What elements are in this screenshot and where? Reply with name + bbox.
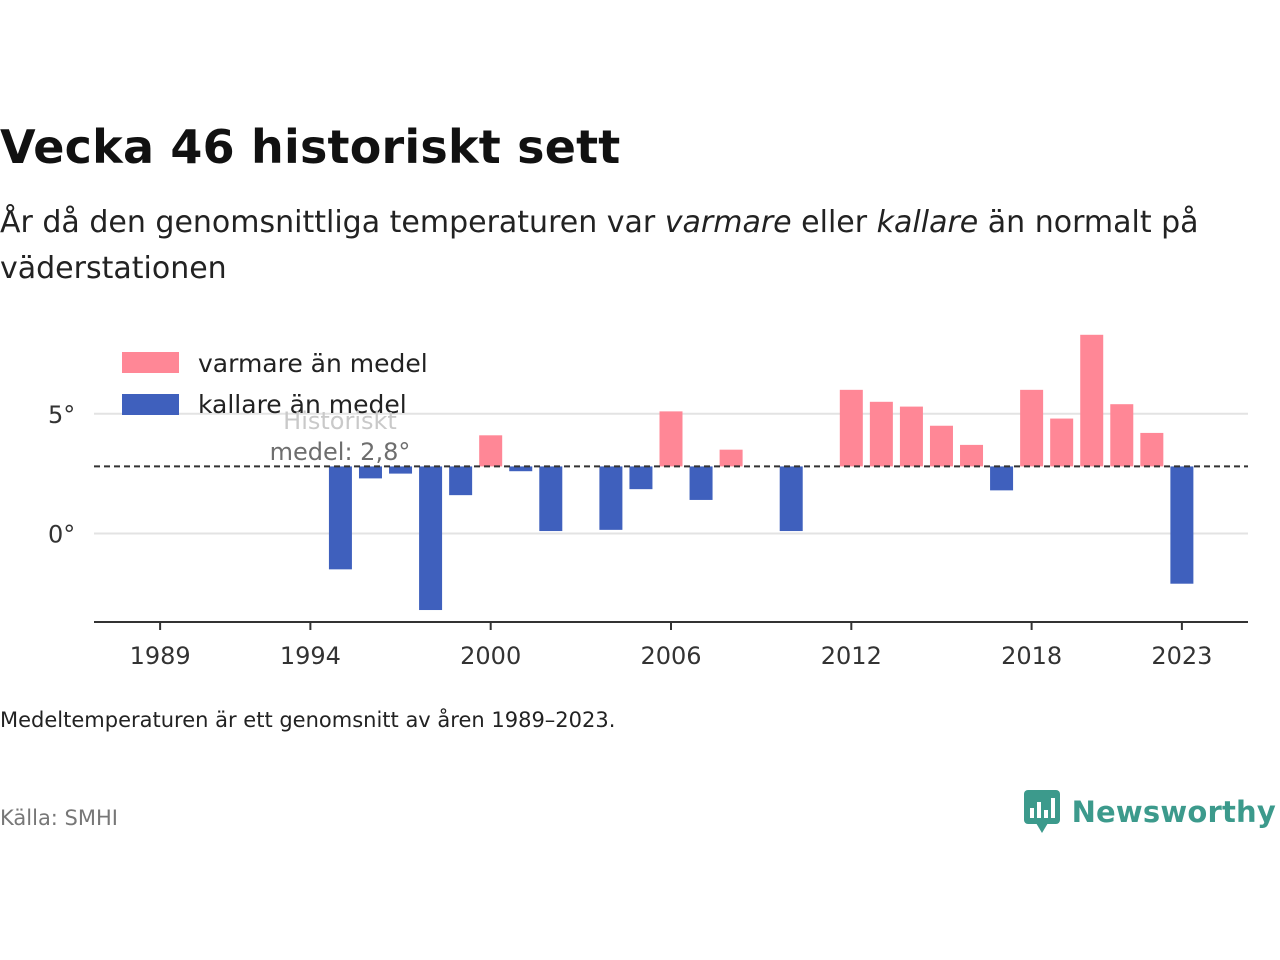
bar-warm xyxy=(1140,432,1164,467)
x-axis: 1989 1994 2000 2006 2012 2018 2023 xyxy=(94,621,1248,670)
mean-line-group: Historiskt medel: 2,8° xyxy=(94,407,1248,468)
bar-cold xyxy=(419,466,443,611)
subtitle-text-1: År då den genomsnittliga temperaturen va… xyxy=(0,205,665,240)
source-credit: Källa: SMHI xyxy=(0,806,118,830)
bar-cold xyxy=(990,466,1014,491)
bar-cold xyxy=(779,466,803,532)
subtitle-warm-word: varmare xyxy=(664,205,792,240)
bar-cold xyxy=(629,466,653,490)
bar-cold xyxy=(689,466,713,500)
chart-title: Vecka 46 historiskt sett xyxy=(0,120,621,174)
x-tick-label: 2023 xyxy=(1151,642,1212,670)
subtitle-text-3: än normalt på väderstationen xyxy=(0,205,1199,286)
bar-cold xyxy=(599,466,623,530)
bar-cold xyxy=(328,466,352,570)
legend-swatch-warm xyxy=(122,352,179,373)
bar-cold xyxy=(449,466,473,496)
temperature-bar-chart: 0° 5° varmare än medel kallare än medel H… xyxy=(48,334,1248,670)
bar-cold xyxy=(539,466,563,532)
bar-warm xyxy=(960,444,984,467)
bar-warm xyxy=(929,425,953,467)
newsworthy-logo-icon xyxy=(1023,790,1060,833)
bar-cold xyxy=(1170,466,1194,584)
y-tick-label: 5° xyxy=(48,401,75,429)
y-tick-label: 0° xyxy=(48,520,75,548)
x-tick-label: 2012 xyxy=(821,642,882,670)
bar-cold xyxy=(509,466,533,472)
bar-warm xyxy=(899,406,923,467)
bar-warm xyxy=(869,401,893,467)
bar-warm xyxy=(839,389,863,467)
bar-warm xyxy=(1020,389,1044,467)
x-tick-label: 1994 xyxy=(280,642,341,670)
x-tick-label: 1989 xyxy=(130,642,191,670)
chart-subtitle: År då den genomsnittliga temperaturen va… xyxy=(0,200,1240,292)
bar-warm xyxy=(659,411,683,467)
newsworthy-logo-text: Newsworthy xyxy=(1071,795,1276,829)
bar-warm xyxy=(479,435,503,467)
footnote: Medeltemperaturen är ett genomsnitt av å… xyxy=(0,708,616,732)
bars xyxy=(328,334,1194,611)
bar-warm xyxy=(719,449,743,467)
bar-cold xyxy=(389,466,413,474)
mean-label-line2: medel: 2,8° xyxy=(270,438,411,466)
x-tick-label: 2018 xyxy=(1001,642,1062,670)
x-tick-label: 2000 xyxy=(460,642,521,670)
legend-label-cold: kallare än medel xyxy=(198,390,407,419)
subtitle-text-2: eller xyxy=(791,205,877,240)
legend-label-warm: varmare än medel xyxy=(198,349,428,378)
newsworthy-logo: Newsworthy xyxy=(1023,790,1276,834)
bar-cold xyxy=(358,466,382,479)
y-axis-labels: 0° 5° xyxy=(48,401,75,549)
bar-warm xyxy=(1050,418,1074,467)
legend: varmare än medel kallare än medel xyxy=(122,349,428,419)
legend-swatch-cold xyxy=(122,394,179,415)
bar-warm xyxy=(1110,404,1134,467)
x-tick-label: 2006 xyxy=(640,642,701,670)
subtitle-cold-word: kallare xyxy=(876,205,979,240)
mean-label-line1: Historiskt xyxy=(283,407,397,435)
bar-warm xyxy=(1080,334,1104,467)
